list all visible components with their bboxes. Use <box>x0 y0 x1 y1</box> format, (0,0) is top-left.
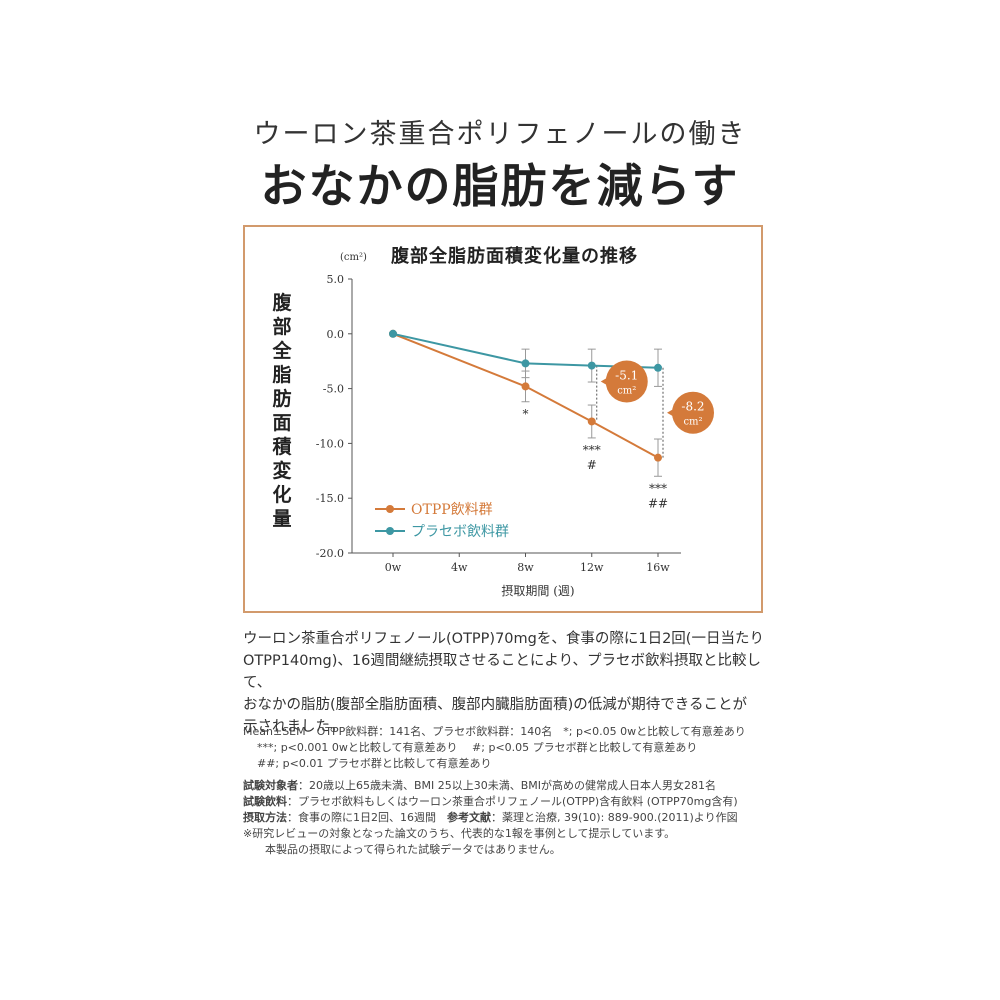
callout-value: -5.1 <box>615 369 638 383</box>
study-subjects-value: ：20歳以上65歳未満、BMI 25以上30未満、BMIが高めの健常成人日本人男… <box>298 779 717 792</box>
chart-panel: 腹部全脂肪面積変化量の推移 (cm²) 腹部全脂肪面積変化量 5.0 0.0 -5.0 -1… <box>243 225 763 613</box>
study-subjects: 試験対象者：20歳以上65歳未満、BMI 25以上30未満、BMIが高めの健常成… <box>243 778 783 794</box>
y-axis-label-char: 脂 <box>272 364 291 386</box>
study-drink-label: 試験飲料 <box>243 795 287 808</box>
y-axis-label-char: 面 <box>272 412 291 434</box>
y-axis-unit: (cm²) <box>340 252 367 263</box>
y-axis-label-char: 部 <box>272 315 291 338</box>
callout-unit: cm² <box>617 386 636 397</box>
y-axis-label-char: 変 <box>272 459 291 482</box>
study-ref-label: 参考文献 <box>447 811 491 824</box>
y-tick-label: -5.0 <box>323 383 344 396</box>
page-title: おなかの脂肪を減らす <box>260 159 740 213</box>
data-point <box>521 359 530 368</box>
y-axis-label-char: 化 <box>272 483 291 506</box>
data-point <box>521 382 530 391</box>
y-axis-label-char: 積 <box>272 435 291 458</box>
significance-mark: # <box>587 458 597 472</box>
y-tick-label: -10.0 <box>316 437 344 450</box>
significance-mark: * <box>523 407 529 421</box>
y-axis-label-char: 肪 <box>272 387 291 410</box>
x-tick-label: 8w <box>517 561 534 574</box>
legend-label: プラセボ飲料群 <box>411 524 509 540</box>
study-subjects-label: 試験対象者 <box>243 779 298 792</box>
legend-marker <box>386 505 394 513</box>
y-tick-label: -20.0 <box>316 547 344 560</box>
data-point <box>389 329 397 338</box>
data-point <box>654 363 662 372</box>
data-point <box>587 361 596 370</box>
legend-marker <box>386 527 394 535</box>
study-method: 摂取方法：食事の際に1日2回、16週間 参考文献：薬理と治療, 39(10): … <box>243 810 783 826</box>
note-line: Mean±SEM OTPP飲料群：141名、プラセボ飲料群：140名 *; p<… <box>243 725 746 738</box>
study-disclaimer: ※研究レビューの対象となった論文のうち、代表的な1報を事例として提示しています。 <box>243 827 676 840</box>
callout-value: -8.2 <box>681 400 704 414</box>
x-axis-label: 摂取期間 (週) <box>501 583 574 598</box>
statistics-notes: Mean±SEM OTPP飲料群：141名、プラセボ飲料群：140名 *; p<… <box>243 724 783 772</box>
chart-title: 腹部全脂肪面積変化量の推移 <box>391 245 638 267</box>
page-subtitle: ウーロン茶重合ポリフェノールの働き <box>253 119 747 150</box>
legend-label: OTPP飲料群 <box>411 502 493 518</box>
y-axis-label-char: 腹 <box>271 291 292 314</box>
callout-bubble <box>605 360 648 403</box>
description-line: 示されました。 <box>243 719 345 735</box>
data-point <box>654 453 662 462</box>
y-tick-label: 5.0 <box>327 273 345 286</box>
x-tick-label: 4w <box>451 561 468 574</box>
x-tick-label: 0w <box>385 561 402 574</box>
series-line-otpp <box>392 332 659 459</box>
description-line: おなかの脂肪(腹部全脂肪面積、腹部内臓脂肪面積)の低減が期待できることが <box>243 697 748 713</box>
study-details: 試験対象者：20歳以上65歳未満、BMI 25以上30未満、BMIが高めの健常成… <box>243 778 783 858</box>
fat-area-chart: 腹部全脂肪面積変化量の推移 (cm²) 腹部全脂肪面積変化量 5.0 0.0 -5.0 -1… <box>271 245 714 598</box>
study-ref-value: ：薬理と治療, 39(10): 889-900.(2011)より作図 <box>491 811 738 824</box>
study-disclaimer: 本製品の摂取によって得られた試験データではありません。 <box>265 843 561 856</box>
y-axis-label-char: 量 <box>272 508 291 530</box>
description-line: OTPP140mg)、16週間継続摂取させることにより、プラセボ飲料摂取と比較し… <box>243 653 761 691</box>
significance-mark: ## <box>648 496 668 510</box>
x-tick-label: 12w <box>580 561 604 574</box>
study-drink-value: ：プラセボ飲料もしくはウーロン茶重合ポリフェノール(OTPP)含有飲料 (OTP… <box>287 795 738 808</box>
description-text: ウーロン茶重合ポリフェノール(OTPP)70mgを、食事の際に1日2回(一日当た… <box>243 628 783 738</box>
x-tick-label: 16w <box>646 561 670 574</box>
study-method-value: ：食事の際に1日2回、16週間 <box>287 811 447 824</box>
description-line: ウーロン茶重合ポリフェノール(OTPP)70mgを、食事の際に1日2回(一日当た… <box>243 631 764 647</box>
note-line: ***; p<0.001 0wと比較して有意差あり #; p<0.05 プラセボ… <box>257 741 698 754</box>
y-tick-label: 0.0 <box>327 328 345 341</box>
significance-mark: *** <box>583 443 601 457</box>
study-drink: 試験飲料：プラセボ飲料もしくはウーロン茶重合ポリフェノール(OTPP)含有飲料 … <box>243 794 783 810</box>
data-point <box>587 417 596 426</box>
y-tick-label: -15.0 <box>316 492 344 505</box>
study-method-label: 摂取方法 <box>243 811 287 824</box>
callout-bubble <box>672 391 714 434</box>
note-line: ##; p<0.01 プラセボ群と比較して有意差あり <box>257 757 492 770</box>
callout-unit: cm² <box>683 417 702 428</box>
significance-mark: *** <box>649 481 667 495</box>
y-axis-label-char: 全 <box>271 339 292 362</box>
